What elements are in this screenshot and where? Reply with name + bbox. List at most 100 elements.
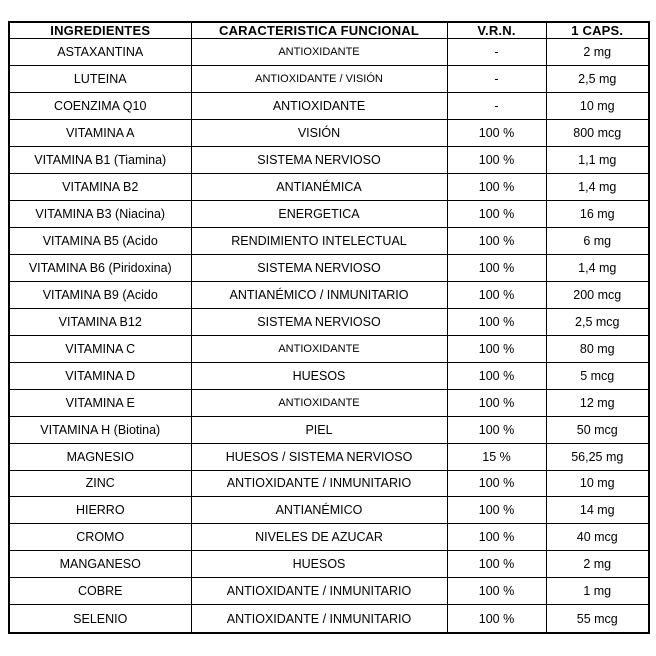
function-cell: ANTIOXIDANTE / INMUNITARIO: [190, 604, 448, 634]
table-row: COBRE ANTIOXIDANTE / INMUNITARIO 100 % 1 mg: [8, 577, 650, 606]
caps-cell: 1,4 mg: [545, 172, 650, 201]
table-row: VITAMINA B5 (Acido RENDIMIENTO INTELECTUA…: [8, 226, 650, 255]
vrn-cell: -: [446, 64, 547, 93]
ingredient-cell: VITAMINA A: [8, 118, 192, 147]
table-row: COENZIMA Q10 ANTIOXIDANTE -10 mg: [8, 91, 650, 120]
ingredient-cell: COBRE: [8, 577, 192, 606]
ingredient-cell: LUTEINA: [8, 64, 192, 93]
caps-cell: 1,4 mg: [545, 253, 650, 282]
table-row: VITAMINA E ANTIOXIDANTE 100 % 12 mg: [8, 388, 650, 417]
function-cell: ANTIOXIDANTE / INMUNITARIO: [190, 577, 448, 606]
function-cell: VISIÓN: [190, 118, 448, 147]
function-cell: ANTIOXIDANTE: [190, 388, 448, 417]
ingredient-cell: ASTAXANTINA: [8, 38, 192, 66]
table-row: HIERRO ANTIANÉMICO 100 % 14 mg: [8, 496, 650, 525]
ingredient-cell: VITAMINA B9 (Acido: [8, 280, 192, 309]
function-cell: ANTIOXIDANTE / VISIÓN: [190, 64, 448, 93]
table-row: MANGANESO HUESOS 100 % 2 mg: [8, 550, 650, 579]
function-cell: ANTIANÉMICO: [190, 496, 448, 525]
ingredient-cell: VITAMINA B6 (Piridoxina): [8, 253, 192, 282]
function-cell: ANTIANÉMICA: [190, 172, 448, 201]
table-row: VITAMINA B3 (Niacina) ENERGETICA 100 % 16 m…: [8, 199, 650, 228]
vrn-cell: 100 %: [446, 361, 547, 390]
caps-cell: 16 mg: [545, 199, 650, 228]
vrn-cell: 100 %: [446, 604, 547, 634]
ingredient-cell: VITAMINA B1 (Tiamina): [8, 145, 192, 174]
vrn-cell: -: [446, 91, 547, 120]
ingredient-cell: CROMO: [8, 523, 192, 552]
function-cell: HUESOS: [190, 361, 448, 390]
vrn-cell: 100 %: [446, 388, 547, 417]
table-row: MAGNESIO HUESOS / SISTEMA NERVIOSO 15 % 56,…: [8, 442, 650, 471]
ingredient-cell: VITAMINA B3 (Niacina): [8, 199, 192, 228]
function-cell: SISTEMA NERVIOSO: [190, 307, 448, 336]
caps-cell: 1 mg: [545, 577, 650, 606]
caps-cell: 14 mg: [545, 496, 650, 525]
caps-cell: 1,1 mg: [545, 145, 650, 174]
table-row: SELENIO ANTIOXIDANTE / INMUNITARIO 100 % 55…: [8, 604, 650, 634]
caps-cell: 200 mcg: [545, 280, 650, 309]
function-cell: RENDIMIENTO INTELECTUAL: [190, 226, 448, 255]
function-cell: PIEL: [190, 415, 448, 444]
caps-cell: 10 mg: [545, 469, 650, 498]
vrn-cell: 100 %: [446, 172, 547, 201]
vrn-cell: -: [446, 38, 547, 66]
vrn-cell: 100 %: [446, 280, 547, 309]
vrn-cell: 100 %: [446, 496, 547, 525]
ingredient-cell: ZINC: [8, 469, 192, 498]
table-row: VITAMINA D HUESOS 100 % 5 mcg: [8, 361, 650, 390]
function-cell: ANTIANÉMICO / INMUNITARIO: [190, 280, 448, 309]
caps-cell: 50 mcg: [545, 415, 650, 444]
caps-cell: 12 mg: [545, 388, 650, 417]
table-row: ASTAXANTINA ANTIOXIDANTE -2 mg: [8, 38, 650, 66]
table-row: VITAMINA B6 (Piridoxina) SISTEMA NERVIOSO…: [8, 253, 650, 282]
function-cell: HUESOS: [190, 550, 448, 579]
vrn-cell: 100 %: [446, 253, 547, 282]
function-cell: SISTEMA NERVIOSO: [190, 145, 448, 174]
vrn-cell: 15 %: [446, 442, 547, 471]
ingredient-cell: VITAMINA H (Biotina): [8, 415, 192, 444]
table-row: CROMO NIVELES DE AZUCAR 100 % 40 mcg: [8, 523, 650, 552]
caps-cell: 2,5 mg: [545, 64, 650, 93]
table-row: LUTEINA ANTIOXIDANTE / VISIÓN -2,5 mg: [8, 64, 650, 93]
table-row: VITAMINA A VISIÓN 100 % 800 mcg: [8, 118, 650, 147]
table-row: VITAMINA B2 ANTIANÉMICA 100 % 1,4 mg: [8, 172, 650, 201]
vrn-cell: 100 %: [446, 145, 547, 174]
vrn-cell: 100 %: [446, 523, 547, 552]
caps-cell: 2 mg: [545, 38, 650, 66]
ingredient-cell: HIERRO: [8, 496, 192, 525]
caps-cell: 40 mcg: [545, 523, 650, 552]
ingredient-cell: COENZIMA Q10: [8, 91, 192, 120]
caps-cell: 800 mcg: [545, 118, 650, 147]
function-cell: SISTEMA NERVIOSO: [190, 253, 448, 282]
table-body: ASTAXANTINA ANTIOXIDANTE -2 mg LUTEINA ANTIO…: [8, 38, 650, 634]
vrn-cell: 100 %: [446, 199, 547, 228]
table-row: VITAMINA C ANTIOXIDANTE 100 % 80 mg: [8, 334, 650, 363]
vrn-cell: 100 %: [446, 469, 547, 498]
vrn-cell: 100 %: [446, 577, 547, 606]
caps-cell: 2,5 mcg: [545, 307, 650, 336]
header-vrn: V.R.N.: [446, 21, 547, 39]
ingredient-cell: VITAMINA C: [8, 334, 192, 363]
function-cell: ANTIOXIDANTE: [190, 334, 448, 363]
header-1-caps: 1 CAPS.: [545, 21, 650, 39]
function-cell: ANTIOXIDANTE: [190, 38, 448, 66]
header-ingredientes: INGREDIENTES: [8, 21, 192, 39]
table-row: VITAMINA B1 (Tiamina) SISTEMA NERVIOSO 100…: [8, 145, 650, 174]
ingredient-cell: SELENIO: [8, 604, 192, 634]
vrn-cell: 100 %: [446, 307, 547, 336]
table-row: ZINC ANTIOXIDANTE / INMUNITARIO 100 % 10 mg: [8, 469, 650, 498]
table-header: INGREDIENTES CARACTERISTICA FUNCIONAL V.…: [8, 21, 650, 39]
ingredient-cell: MANGANESO: [8, 550, 192, 579]
caps-cell: 10 mg: [545, 91, 650, 120]
ingredient-cell: VITAMINA B5 (Acido: [8, 226, 192, 255]
vrn-cell: 100 %: [446, 415, 547, 444]
ingredient-cell: VITAMINA B12: [8, 307, 192, 336]
header-caracteristica-funcional: CARACTERISTICA FUNCIONAL: [190, 21, 448, 39]
function-cell: ANTIOXIDANTE: [190, 91, 448, 120]
table-row: VITAMINA H (Biotina) PIEL 100 % 50 mcg: [8, 415, 650, 444]
vrn-cell: 100 %: [446, 334, 547, 363]
caps-cell: 55 mcg: [545, 604, 650, 634]
function-cell: HUESOS / SISTEMA NERVIOSO: [190, 442, 448, 471]
